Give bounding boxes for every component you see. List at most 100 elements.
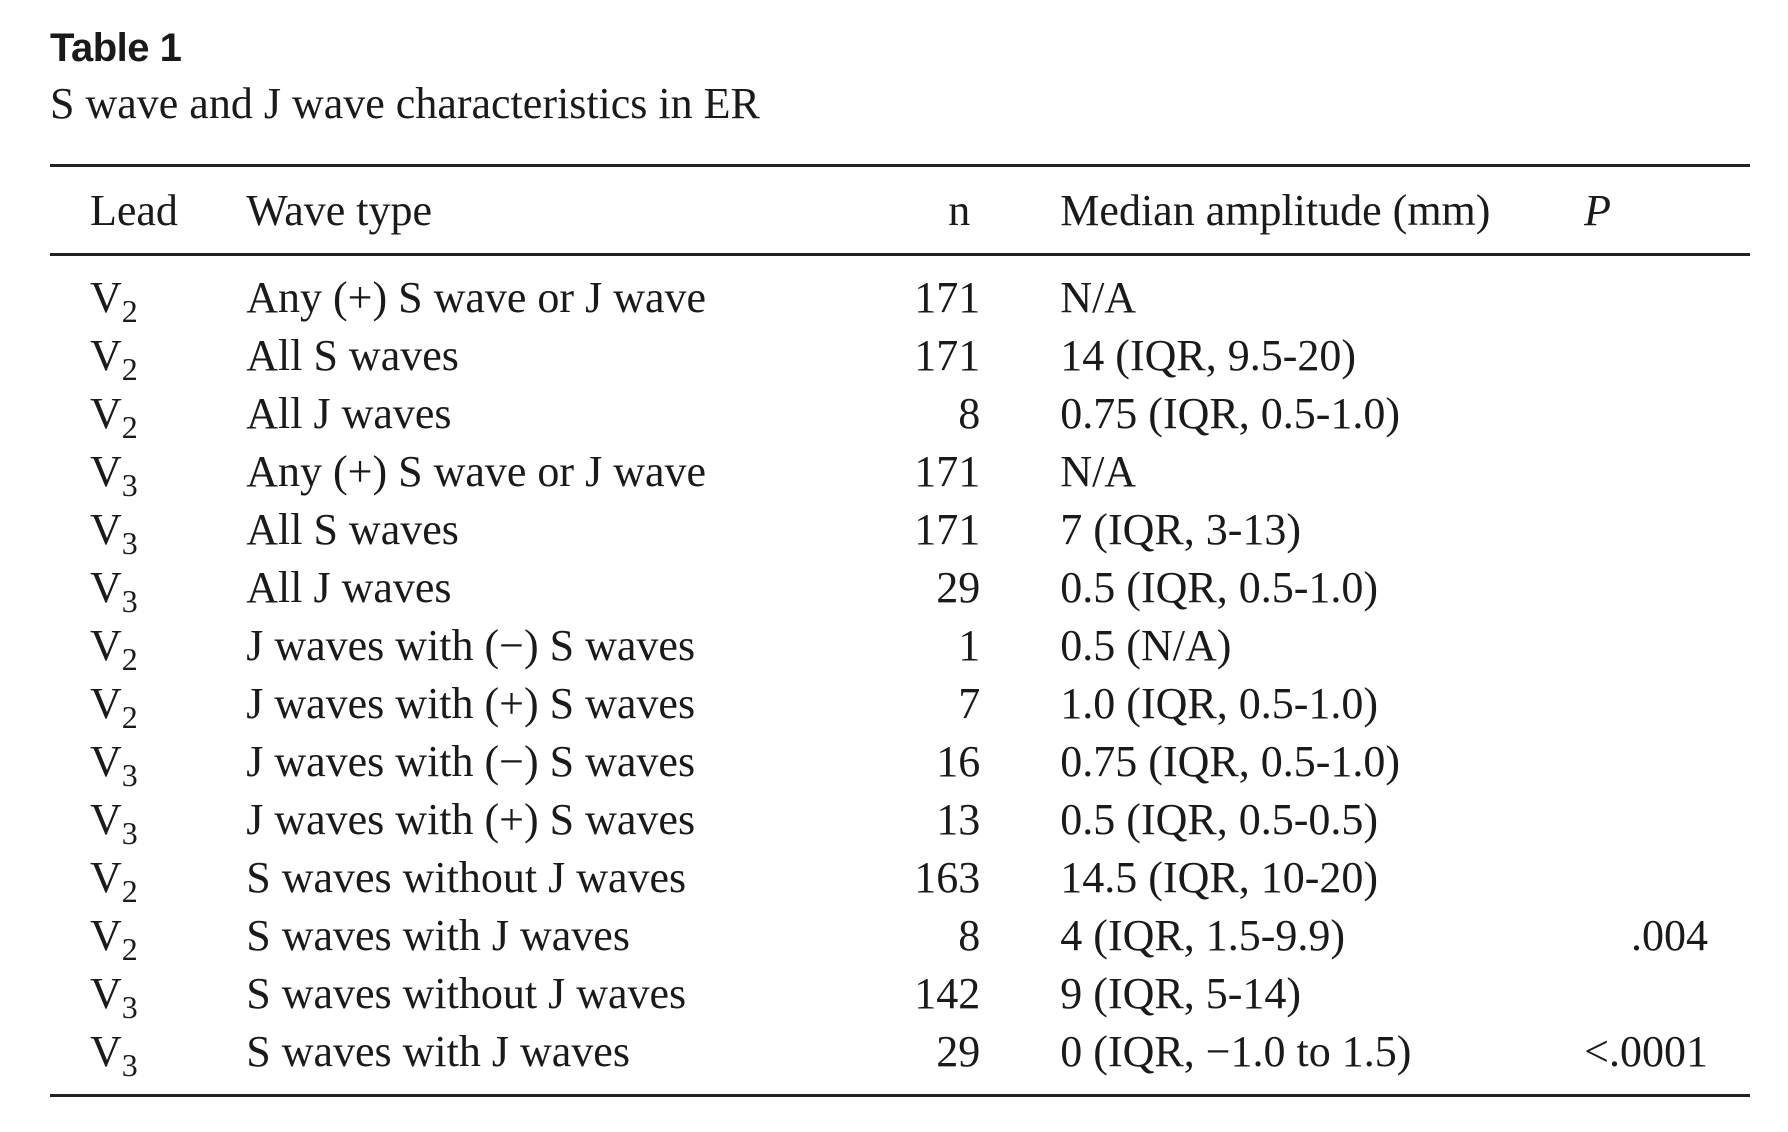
cell-median-amplitude: 0 (IQR, −1.0 to 1.5) [1060,1026,1412,1076]
table-row: V2 S waves without J waves 163 14.5 (IQR, 1… [50,848,1750,909]
cell-median-amplitude: 14 (IQR, 9.5-20) [1060,330,1357,380]
lead-subscript: 2 [121,350,138,387]
table-caption: S wave and J wave characteristics in ER [50,79,760,128]
header-row: Lead Wave type n Median amplitude (mm) P [50,165,1750,255]
cell-lead: V3 [50,964,246,1023]
cell-p [1584,848,1750,906]
lead-base: V [90,736,122,786]
lead-base: V [90,678,122,728]
cell-wave-type: S waves with J waves [246,910,630,960]
cell-wave-type: All S waves [246,330,459,380]
cell-lead: V2 [50,326,246,387]
cell-wave-type: Any (+) S wave or J wave [246,272,707,322]
table-row: V3 All J waves 29 0.5 (IQR, 0.5-1.0) [50,558,1750,619]
table-row: V2 J waves with (+) S waves 7 1.0 (IQR, 0.5… [50,674,1750,735]
table-row: V3 S waves without J waves 142 9 (IQR, 5-14… [50,964,1750,1023]
cell-lead: V2 [50,255,246,327]
cell-median-amplitude: 7 (IQR, 3-13) [1060,504,1302,554]
cell-lead: V2 [50,848,246,909]
lead-base: V [90,504,122,554]
cell-wave-type: J waves with (−) S waves [246,620,696,670]
lead-base: V [90,446,122,496]
cell-median-amplitude: 1.0 (IQR, 0.5-1.0) [1060,678,1379,728]
cell-n: 13 [936,794,981,844]
lead-subscript: 3 [121,524,138,561]
lead-base: V [90,620,122,670]
cell-p [1584,616,1750,674]
lead-subscript: 2 [121,408,138,445]
cell-wave-type: All J waves [246,388,452,438]
cell-wave-type: S waves without J waves [246,968,687,1018]
table-row: V2 S waves with J waves 8 4 (IQR, 1.5-9.9).… [50,906,1750,965]
cell-wave-type: All S waves [246,504,459,554]
cell-p [1584,500,1750,558]
lead-subscript: 2 [121,292,138,329]
lead-base: V [90,794,122,844]
table-row: V3 J waves with (+) S waves 13 0.5 (IQR, 0.… [50,790,1750,851]
cell-median-amplitude: 0.75 (IQR, 0.5-1.0) [1060,736,1401,786]
cell-n: 1 [958,620,981,670]
table-row: V2 All S waves 171 14 (IQR, 9.5-20) [50,326,1750,387]
cell-p [1584,442,1750,500]
cell-p [1584,558,1750,616]
cell-lead: V2 [50,674,246,735]
cell-lead: V3 [50,1022,246,1096]
cell-n: 171 [914,504,981,554]
cell-n: 171 [914,446,981,496]
cell-n: 163 [914,852,981,902]
table-row: V2 All J waves 8 0.75 (IQR, 0.5-1.0) [50,384,1750,445]
data-table: Lead Wave type n Median amplitude (mm) P… [50,164,1750,1097]
cell-n: 171 [914,272,981,322]
cell-p: .004 [1631,910,1708,960]
cell-lead: V3 [50,558,246,619]
cell-p: <.0001 [1584,1026,1708,1076]
cell-median-amplitude: 0.5 (IQR, 0.5-1.0) [1060,562,1379,612]
cell-wave-type: J waves with (−) S waves [246,736,696,786]
cell-n: 8 [958,910,981,960]
table-figure: Table 1 S wave and J wave characteristic… [50,22,1750,1096]
table-body: V2 Any (+) S wave or J wave 171 N/A V2 All S … [50,255,1750,1096]
cell-wave-type: J waves with (+) S waves [246,678,696,728]
lead-base: V [90,968,122,1018]
lead-subscript: 3 [121,756,138,793]
cell-n: 142 [914,968,981,1018]
header-lead: Lead [90,185,178,235]
header-n: n [948,185,971,235]
cell-n: 29 [936,562,981,612]
cell-p [1584,790,1750,848]
cell-lead: V3 [50,790,246,851]
cell-n: 171 [914,330,981,380]
lead-base: V [90,272,122,322]
table-row: V3 All S waves 171 7 (IQR, 3-13) [50,500,1750,561]
cell-wave-type: Any (+) S wave or J wave [246,446,707,496]
header-p: P [1584,185,1612,235]
lead-subscript: 2 [121,872,138,909]
table-row: V3 S waves with J waves 29 0 (IQR, −1.0 to … [50,1022,1750,1096]
cell-median-amplitude: N/A [1060,446,1137,496]
lead-base: V [90,388,122,438]
table-header: Lead Wave type n Median amplitude (mm) P [50,165,1750,255]
cell-n: 8 [958,388,981,438]
cell-lead: V2 [50,906,246,965]
table-row: V3 J waves with (−) S waves 16 0.75 (IQR, 0… [50,732,1750,793]
cell-wave-type: All J waves [246,562,452,612]
cell-n: 29 [936,1026,981,1076]
lead-subscript: 3 [121,1046,138,1083]
lead-subscript: 3 [121,814,138,851]
cell-wave-type: J waves with (+) S waves [246,794,696,844]
cell-median-amplitude: 0.5 (N/A) [1060,620,1232,670]
lead-subscript: 2 [121,698,138,735]
lead-base: V [90,852,122,902]
cell-lead: V2 [50,384,246,445]
cell-lead: V3 [50,442,246,501]
cell-p [1584,732,1750,790]
lead-base: V [90,910,122,960]
cell-median-amplitude: 0.75 (IQR, 0.5-1.0) [1060,388,1401,438]
cell-n: 7 [958,678,981,728]
header-median-amplitude: Median amplitude (mm) [1060,185,1491,235]
cell-n: 16 [936,736,981,786]
cell-median-amplitude: 9 (IQR, 5-14) [1060,968,1302,1018]
lead-base: V [90,1026,122,1076]
lead-subscript: 3 [121,582,138,619]
cell-lead: V3 [50,732,246,793]
